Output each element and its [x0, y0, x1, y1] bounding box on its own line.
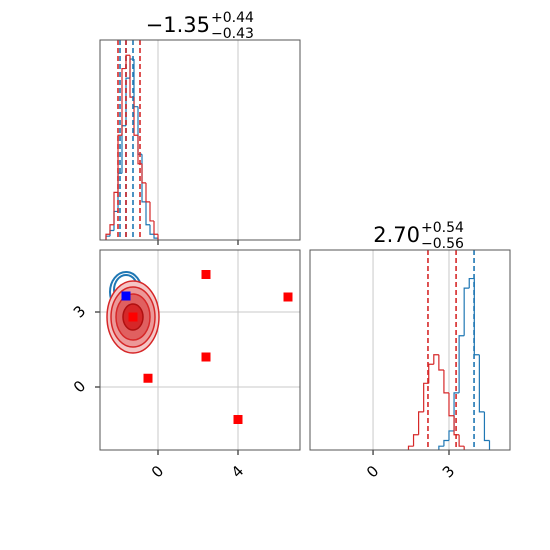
hist-step	[433, 354, 439, 365]
point	[201, 352, 211, 362]
hist-step	[423, 382, 429, 412]
hist-step	[133, 97, 138, 136]
hist-step	[458, 434, 465, 447]
hist-step	[463, 287, 470, 336]
hist-step	[412, 434, 419, 447]
hist-step	[113, 191, 118, 225]
point	[143, 373, 153, 383]
hist-step	[121, 67, 126, 136]
title-lower: −0.56	[421, 236, 464, 252]
hist-step	[443, 439, 449, 447]
point	[121, 291, 131, 301]
hist-step	[153, 234, 158, 239]
hist-step	[125, 77, 130, 126]
hist-step	[448, 430, 455, 441]
hist-step	[149, 224, 154, 235]
hist-step	[105, 233, 110, 240]
point	[201, 270, 211, 279]
hist-step	[438, 354, 444, 371]
hist-step	[443, 370, 449, 394]
title-upper: +0.44	[211, 10, 254, 26]
hist-step	[145, 201, 150, 226]
hist-step	[141, 163, 146, 184]
point	[233, 415, 243, 424]
hist-step	[458, 335, 465, 393]
hist-step	[438, 445, 444, 450]
hist-step	[109, 224, 114, 235]
hist-step	[448, 392, 455, 417]
panel-title: 2.70	[373, 223, 420, 247]
hist-step	[145, 182, 150, 203]
panel-title: −1.35	[146, 13, 210, 37]
hist-step	[453, 415, 460, 436]
hist-step	[153, 220, 158, 235]
hist-step	[149, 201, 154, 222]
title-upper: +0.54	[421, 220, 464, 236]
panel-frame	[309, 249, 511, 451]
hist-step	[478, 354, 485, 413]
panel-frame	[99, 249, 301, 451]
point	[128, 312, 138, 322]
point	[283, 292, 293, 302]
title-lower: −0.43	[211, 26, 254, 42]
hist-step	[483, 411, 490, 442]
panel-frame	[99, 39, 301, 241]
hist-step	[117, 134, 122, 193]
hist-step	[468, 277, 475, 289]
hist-step	[418, 411, 424, 435]
hist-step	[407, 445, 414, 450]
